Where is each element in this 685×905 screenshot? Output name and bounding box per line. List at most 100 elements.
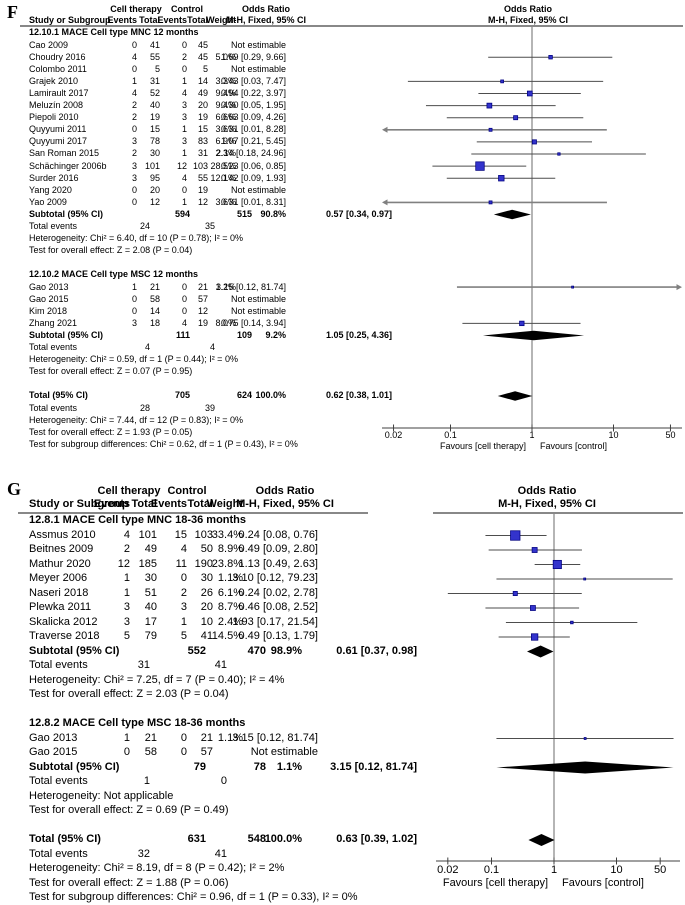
events-control-cell: 1 — [181, 124, 187, 135]
plot-title-odds-ratio: Odds Ratio — [517, 485, 577, 498]
events-control-cell: 5 — [180, 630, 187, 643]
events-cell: 3 — [123, 615, 130, 628]
events-control-cell: 0 — [181, 305, 187, 316]
clip-arrow-left — [382, 199, 388, 206]
total-control-cell: 12 — [197, 196, 208, 207]
total-cell: 30 — [149, 148, 160, 159]
events-control-cell: 3 — [181, 136, 187, 147]
study-name: Assmus 2010 — [29, 528, 96, 541]
effect-square — [475, 161, 485, 171]
axis-tick-label: 0.1 — [483, 864, 500, 877]
events-control-cell: 0 — [181, 63, 187, 74]
total-control-cell: 103 — [192, 160, 208, 171]
or-ci-cell: Not estimable — [250, 746, 318, 759]
events-cell: 1 — [123, 586, 130, 599]
or-ci-cell: 0.49 [0.13, 1.79] — [238, 630, 318, 643]
events-control-cell: 3 — [180, 601, 187, 614]
column-header-study: Study or Subgroup — [29, 15, 111, 26]
study-name: Cao 2009 — [29, 39, 69, 50]
total-cell: 40 — [144, 601, 157, 614]
total-control-cell: 12 — [197, 305, 208, 316]
effect-square — [486, 102, 493, 109]
events-cell: 2 — [131, 148, 137, 159]
total-control-cell: 15 — [197, 124, 208, 135]
events-cell: 3 — [131, 172, 137, 183]
or-ci-cell: 2.14 [0.18, 24.96] — [215, 148, 286, 159]
events-cell: 3 — [131, 136, 137, 147]
total-cell: 19 — [149, 112, 160, 123]
events-cell: 0 — [131, 124, 137, 135]
study-name: Beitnes 2009 — [29, 543, 94, 556]
pooled-diamond — [493, 209, 531, 220]
or-ci-cell: Not estimable — [230, 305, 286, 316]
study-name: Gao 2013 — [29, 731, 78, 744]
effect-square — [512, 591, 518, 596]
events-control-cell: 4 — [180, 543, 187, 556]
weight-cell: 1.2% — [215, 281, 236, 292]
effect-square — [531, 633, 539, 641]
stats-note: Heterogeneity: Chi² = 8.19, df = 8 (P = … — [29, 862, 285, 875]
or-ci-cell: Not estimable — [230, 63, 286, 74]
total-events-label: Total events — [29, 342, 78, 353]
subgroup-heading: 12.10.2 MACE Cell type MSC 12 months — [29, 269, 199, 280]
effect-square — [583, 577, 587, 581]
total-cell: 58 — [149, 293, 160, 304]
effect-square — [513, 115, 519, 121]
stats-note: Heterogeneity: Chi² = 7.44, df = 12 (P =… — [29, 414, 243, 425]
panel-label-g: G — [7, 479, 22, 499]
column-header-events-cell: Events — [93, 498, 130, 511]
plot-subtitle-mh-fixed-ci: M-H, Fixed, 95% CI — [487, 15, 569, 26]
or-ci-cell: 1.93 [0.17, 21.54] — [232, 615, 318, 628]
subtotal-row-label: Subtotal (95% CI) — [29, 208, 104, 219]
column-header-total-control: Total — [187, 498, 213, 511]
total-events-label: Total events — [29, 402, 78, 413]
favours-left-label: Favours [cell therapy] — [439, 441, 526, 452]
axis-tick-label: 10 — [610, 864, 623, 877]
total-events-cell-therapy: 32 — [137, 847, 150, 860]
total-cell: 185 — [138, 557, 157, 570]
stats-note: Test for subgroup differences: Chi² = 0.… — [29, 438, 298, 449]
events-cell: 0 — [123, 746, 130, 759]
stats-note: Test for subgroup differences: Chi² = 0.… — [29, 891, 358, 904]
events-cell: 2 — [131, 112, 137, 123]
events-control-cell: 2 — [181, 51, 187, 62]
total-cell: 20 — [149, 184, 160, 195]
total-events-cell-therapy: 24 — [139, 221, 150, 232]
subgroup-heading: 12.10.1 MACE Cell type MNC 12 months — [29, 27, 199, 38]
pooled-weight-cell: 100.0% — [255, 390, 286, 401]
total-events-control: 0 — [220, 775, 227, 788]
events-control-cell: 15 — [174, 528, 187, 541]
effect-square — [557, 152, 561, 156]
events-cell: 4 — [123, 528, 130, 541]
pooled-total-control: 78 — [253, 760, 266, 773]
effect-square — [519, 320, 525, 327]
total-cell: 101 — [144, 160, 160, 171]
pooled-or-ci-cell: 1.05 [0.25, 4.36] — [325, 329, 392, 340]
total-events-control: 4 — [209, 342, 215, 353]
events-control-cell: 0 — [180, 572, 187, 585]
pooled-diamond — [497, 391, 533, 401]
events-cell: 5 — [123, 630, 130, 643]
pooled-total-cell-therapy: 552 — [187, 644, 206, 657]
or-ci-cell: 0.24 [0.02, 2.78] — [238, 586, 318, 599]
study-name: Kim 2018 — [29, 305, 68, 316]
pooled-or-ci-cell: 0.57 [0.34, 0.97] — [325, 208, 392, 219]
pooled-weight-cell: 98.9% — [270, 644, 302, 657]
events-control-cell: 12 — [176, 160, 187, 171]
total-cell: 17 — [144, 615, 157, 628]
study-name: Gao 2015 — [29, 293, 69, 304]
odds-ratio-column-title: Odds Ratio — [241, 4, 291, 15]
weight-cell: 9.4% — [215, 100, 236, 111]
events-cell: 0 — [131, 196, 137, 207]
stats-note: Heterogeneity: Chi² = 0.59, df = 1 (P = … — [29, 354, 238, 365]
total-cell: 95 — [149, 172, 160, 183]
total-cell: 30 — [144, 572, 157, 585]
effect-square — [500, 79, 504, 84]
total-control-cell: 31 — [197, 148, 208, 159]
effect-square — [488, 200, 493, 205]
or-ci-cell: 0.42 [0.09, 1.93] — [220, 172, 286, 183]
study-name: Quyyumi 2011 — [29, 124, 87, 135]
stats-note: Heterogeneity: Not applicable — [29, 789, 174, 802]
total-control-cell: 26 — [200, 586, 213, 599]
